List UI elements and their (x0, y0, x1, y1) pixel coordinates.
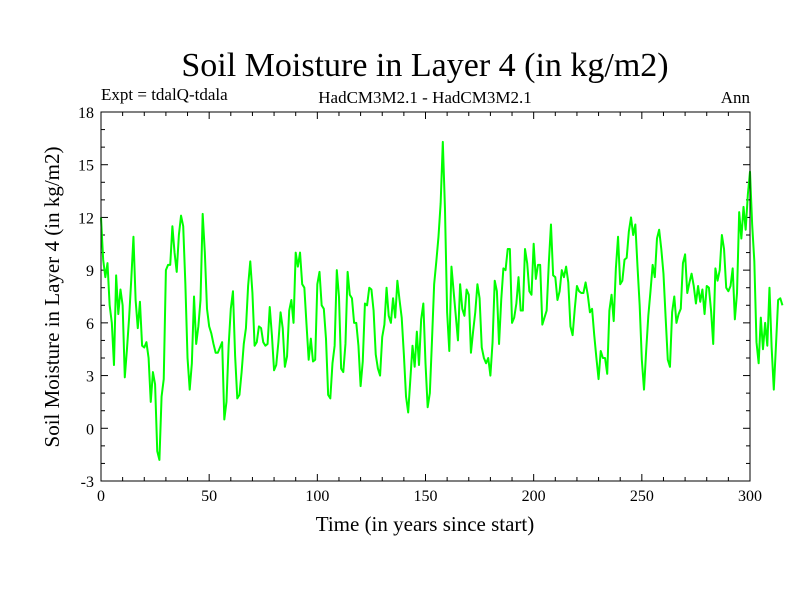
expt-label: Expt = tdalQ-tdala (101, 85, 228, 104)
y-tick-label: 9 (86, 263, 94, 280)
season-label: Ann (721, 88, 751, 107)
y-tick-label: 15 (78, 158, 94, 175)
x-tick-label: 150 (414, 488, 438, 505)
y-tick-label: 18 (78, 105, 94, 122)
plot-frame (100, 111, 751, 482)
y-axis-label: Soil Moisture in Layer 4 (in kg/m2) (40, 147, 64, 448)
chart-title: Soil Moisture in Layer 4 (in kg/m2) (181, 47, 668, 84)
x-tick-label: 200 (522, 488, 546, 505)
x-tick-label: 250 (630, 488, 654, 505)
y-tick-label: 0 (86, 421, 94, 438)
y-tick-label: 12 (78, 210, 94, 227)
x-tick-label: 50 (201, 488, 217, 505)
x-axis-label: Time (in years since start) (316, 512, 535, 536)
y-tick-label: 6 (86, 316, 94, 333)
series-line (100, 140, 784, 461)
x-tick-label: 300 (738, 488, 762, 505)
model-label: HadCM3M2.1 - HadCM3M2.1 (318, 88, 531, 107)
y-tick-label: -3 (81, 474, 94, 491)
y-tick-label: 3 (86, 369, 94, 386)
x-tick-label: 100 (305, 488, 329, 505)
series-group (100, 140, 784, 461)
x-tick-label: 0 (97, 488, 105, 505)
